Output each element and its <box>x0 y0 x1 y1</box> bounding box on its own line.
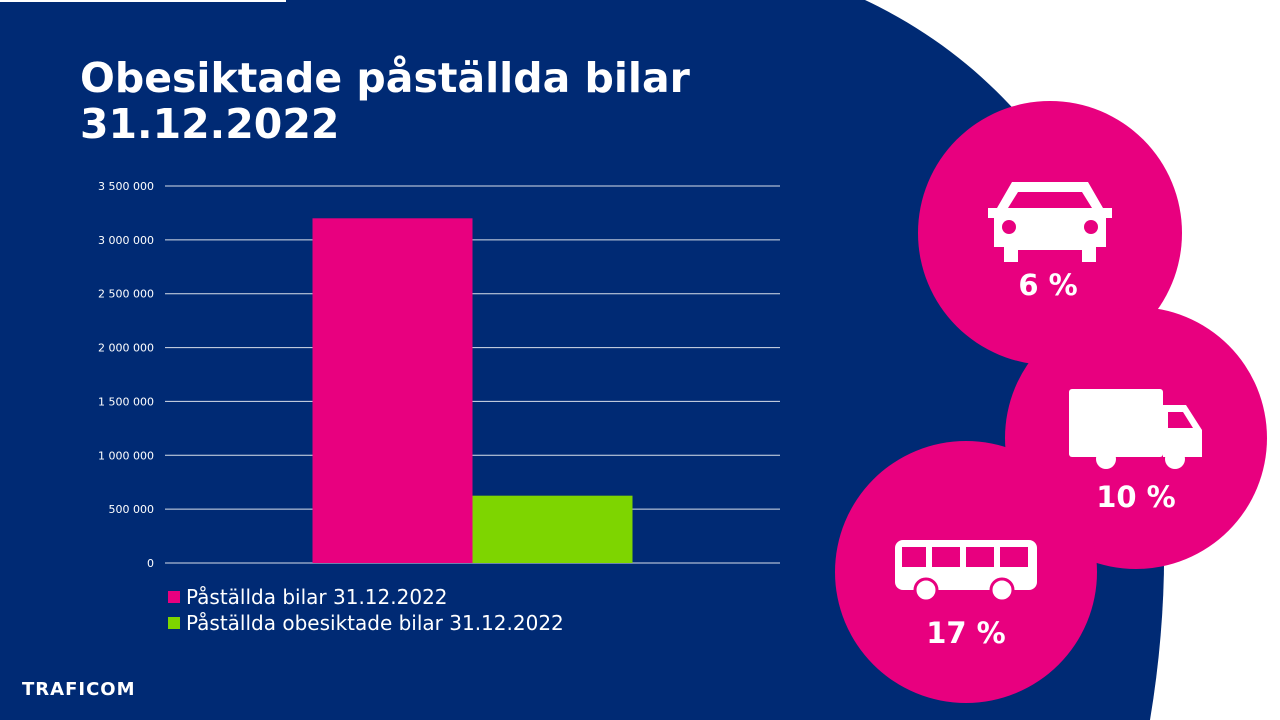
legend-label-series-2: Påställda obesiktade bilar 31.12.2022 <box>186 611 564 635</box>
bar-series-1 <box>312 218 473 564</box>
y-tick-label: 2 000 000 <box>98 342 154 355</box>
chart-legend: Påställda bilar 31.12.2022 Påställda obe… <box>168 584 564 636</box>
legend-item-series-1: Påställda bilar 31.12.2022 <box>168 584 564 610</box>
car-icon <box>988 182 1112 262</box>
legend-label-series-1: Påställda bilar 31.12.2022 <box>186 585 448 609</box>
traficom-logo: TRAFICOM <box>22 679 136 700</box>
badge-label-bus: 17 % <box>926 616 1006 650</box>
top-accent-line <box>0 0 286 2</box>
truck-icon <box>1069 389 1202 469</box>
bar-series-2 <box>472 495 633 563</box>
legend-item-series-2: Påställda obesiktade bilar 31.12.2022 <box>168 610 564 636</box>
y-tick-label: 1 500 000 <box>98 395 154 408</box>
y-tick-label: 2 500 000 <box>98 288 154 301</box>
title-line-1: Obesiktade påställda bilar <box>80 54 690 102</box>
legend-swatch-green <box>168 617 180 629</box>
badge-label-truck: 10 % <box>1096 480 1176 514</box>
y-tick-label: 0 <box>147 557 154 570</box>
title-line-2: 31.12.2022 <box>80 100 340 148</box>
y-tick-label: 1 000 000 <box>98 449 154 462</box>
badge-label-car: 6 % <box>1018 268 1078 302</box>
slide-title: Obesiktade påställda bilar 31.12.2022 <box>80 55 840 147</box>
y-tick-label: 3 500 000 <box>98 180 154 193</box>
y-tick-label: 500 000 <box>109 503 155 516</box>
legend-swatch-pink <box>168 591 180 603</box>
y-tick-label: 3 000 000 <box>98 234 154 247</box>
bus-icon <box>895 540 1037 603</box>
